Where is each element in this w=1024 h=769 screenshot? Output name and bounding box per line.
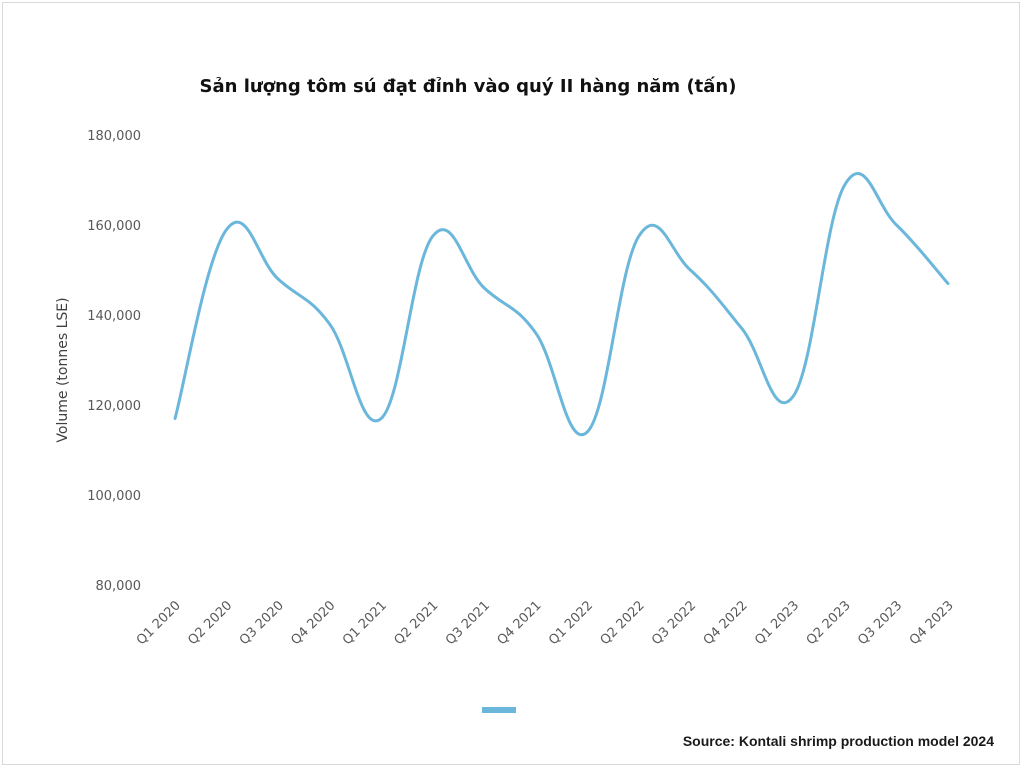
- series-line: [173, 172, 950, 437]
- x-tick-label: Q4 2023: [907, 598, 957, 648]
- data-point: [379, 417, 383, 421]
- data-point: [534, 331, 538, 335]
- x-tick-label: Q1 2022: [546, 598, 596, 648]
- y-tick-label: 80,000: [96, 579, 142, 594]
- data-point: [431, 234, 435, 238]
- x-tick-label: Q2 2021: [391, 598, 441, 648]
- x-tick-label: Q2 2022: [598, 598, 648, 648]
- y-tick-label: 120,000: [87, 399, 141, 414]
- y-tick-label: 180,000: [87, 129, 141, 144]
- x-tick-label: Q4 2022: [701, 598, 751, 648]
- y-axis-label: Volume (tonnes LSE): [55, 297, 71, 442]
- y-axis-ticks: 80,000 100,000 120,000 140,000 160,000 180,00…: [87, 129, 141, 594]
- x-tick-label: Q3 2021: [443, 598, 493, 648]
- x-tick-label: Q1 2020: [134, 598, 184, 648]
- x-tick-label: Q1 2023: [752, 598, 802, 648]
- x-tick-label: Q1 2021: [340, 598, 390, 648]
- x-tick-label: Q4 2021: [495, 598, 545, 648]
- x-tick-label: Q4 2020: [288, 598, 338, 648]
- legend-swatch: [482, 707, 516, 713]
- data-point: [946, 282, 950, 286]
- data-point: [791, 394, 795, 398]
- x-axis-ticks: Q1 2020 Q2 2020 Q3 2020 Q4 2020 Q1 2021 Q2 20…: [134, 598, 957, 648]
- y-tick-label: 100,000: [87, 489, 141, 504]
- y-tick-label: 160,000: [87, 219, 141, 234]
- x-tick-label: Q3 2023: [855, 598, 905, 648]
- y-tick-label: 140,000: [87, 309, 141, 324]
- data-point: [328, 322, 332, 326]
- data-point: [276, 277, 280, 281]
- data-point: [173, 417, 177, 421]
- source-note: Source: Kontali shrimp production model …: [682, 733, 994, 749]
- chart-title: Sản lượng tôm sú đạt đỉnh vào quý II hàn…: [199, 76, 737, 97]
- data-point: [843, 183, 847, 187]
- data-point: [225, 228, 229, 232]
- data-point: [688, 268, 692, 272]
- data-point: [637, 234, 641, 238]
- x-tick-label: Q3 2022: [649, 598, 699, 648]
- data-point: [894, 223, 898, 227]
- x-tick-label: Q3 2020: [237, 598, 287, 648]
- data-point: [585, 430, 589, 434]
- data-point: [740, 327, 744, 331]
- x-tick-label: Q2 2023: [804, 598, 854, 648]
- data-point: [482, 286, 486, 290]
- x-tick-label: Q2 2020: [185, 598, 235, 648]
